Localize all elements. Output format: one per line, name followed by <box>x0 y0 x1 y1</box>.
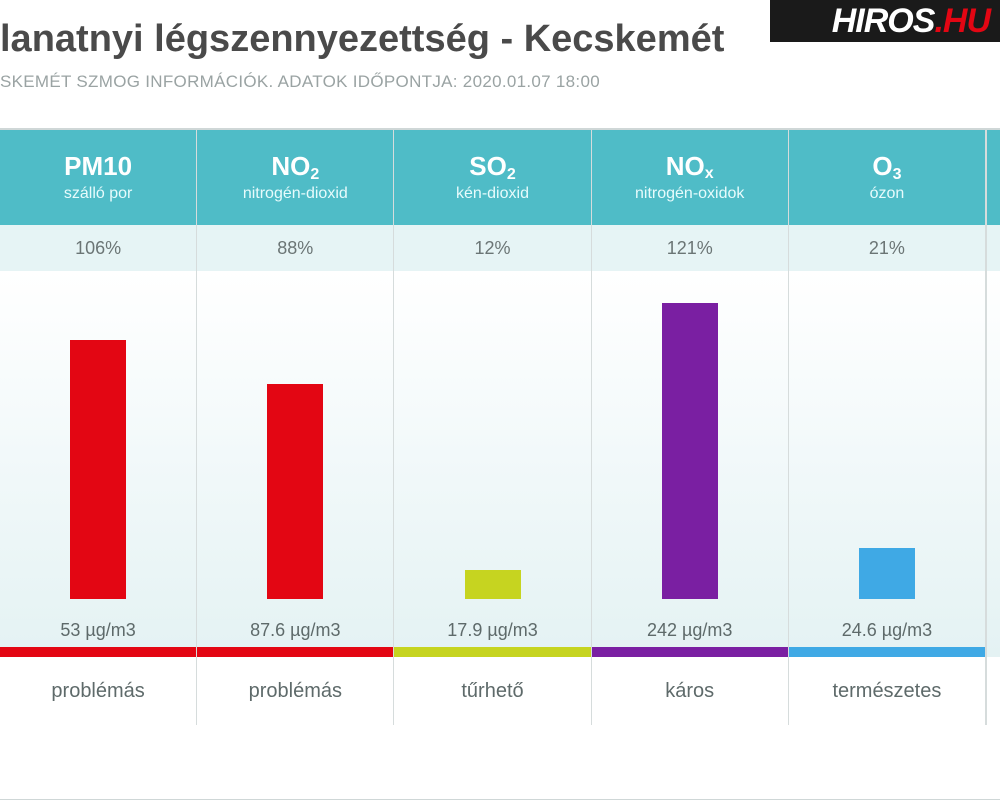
pollutant-underline <box>789 647 985 657</box>
pollutant-header: SO2 kén-dioxid <box>394 130 591 225</box>
pollutant-percent: 12% <box>394 225 591 271</box>
pollutant-value: 242 µg/m3 <box>592 620 788 641</box>
pollutant-code: PM10 <box>64 153 132 179</box>
page-title: lanatnyi légszennyezettség - Kecskemét <box>0 18 724 61</box>
pollutant-percent: 121% <box>592 225 789 271</box>
pollutant-chart-cell: 24.6 µg/m3 <box>789 271 986 657</box>
table-chart-row: 53 µg/m387.6 µg/m317.9 µg/m3242 µg/m324.… <box>0 271 1000 657</box>
pollutant-percent: 88% <box>197 225 394 271</box>
trailing-cutoff-column <box>986 271 1000 657</box>
trailing-cutoff-column <box>986 657 1000 725</box>
pollutant-name: kén-dioxid <box>456 185 529 203</box>
pollutant-code-main: O <box>872 151 892 181</box>
pollutant-header: NO2 nitrogén-dioxid <box>197 130 394 225</box>
pollutant-percent: 21% <box>789 225 986 271</box>
pollutant-code-sub: 3 <box>893 166 902 183</box>
pollutant-underline <box>0 647 196 657</box>
pollutant-underline <box>197 647 393 657</box>
table-status-row: problémásproblémástűrhetőkárostermészete… <box>0 657 1000 725</box>
pollutant-header: NOx nitrogén-oxidok <box>592 130 789 225</box>
pollutant-name: nitrogén-oxidok <box>635 185 744 203</box>
trailing-cutoff-column <box>986 225 1000 271</box>
pollutant-code: NOx <box>666 153 714 179</box>
pollutant-bar <box>465 570 521 599</box>
pollutant-code-main: SO <box>469 151 507 181</box>
pollutant-code-main: NO <box>271 151 310 181</box>
pollutant-bar <box>70 340 126 599</box>
logo-dot: . <box>934 2 942 40</box>
pollutant-chart-cell: 53 µg/m3 <box>0 271 197 657</box>
trailing-cutoff-column <box>986 130 1000 225</box>
pollutant-code-sub: 2 <box>310 166 319 183</box>
table-percent-row: 106%88%12%121%21% <box>0 225 1000 271</box>
pollutant-code: O3 <box>872 153 901 179</box>
pollutant-name: nitrogén-dioxid <box>243 185 348 203</box>
pollutant-status: káros <box>592 657 789 725</box>
pollutant-code-main: PM10 <box>64 151 132 181</box>
pollutant-name: szálló por <box>64 185 132 203</box>
pollutant-code-sub: x <box>705 165 714 182</box>
bar-area <box>789 281 985 599</box>
pollutant-code-main: NO <box>666 151 705 181</box>
logo-text: HIROS.HU <box>832 2 990 41</box>
pollutant-chart-cell: 87.6 µg/m3 <box>197 271 394 657</box>
pollutant-code: SO2 <box>469 153 515 179</box>
pollutant-status: problémás <box>197 657 394 725</box>
table-header-row: PM10szálló porNO2nitrogén-dioxidSO2kén-d… <box>0 130 1000 225</box>
pollutant-chart-cell: 17.9 µg/m3 <box>394 271 591 657</box>
bar-area <box>394 281 590 599</box>
pollution-table: PM10szálló porNO2nitrogén-dioxidSO2kén-d… <box>0 128 1000 800</box>
pollutant-bar <box>662 303 718 599</box>
pollutant-status: természetes <box>789 657 986 725</box>
pollutant-code: NO2 <box>271 153 319 179</box>
bar-area <box>592 281 788 599</box>
pollutant-name: ózon <box>870 185 905 203</box>
logo-part-a: HIROS <box>832 2 935 40</box>
bar-area <box>0 281 196 599</box>
pollutant-bar <box>267 384 323 599</box>
pollutant-header: O3 ózon <box>789 130 986 225</box>
pollutant-status: problémás <box>0 657 197 725</box>
pollutant-header: PM10 szálló por <box>0 130 197 225</box>
pollutant-chart-cell: 242 µg/m3 <box>592 271 789 657</box>
pollutant-value: 24.6 µg/m3 <box>789 620 985 641</box>
pollutant-bar <box>859 548 915 599</box>
air-quality-page: HIROS.HU lanatnyi légszennyezettség - Ke… <box>0 0 1000 800</box>
pollutant-underline <box>592 647 788 657</box>
pollutant-value: 17.9 µg/m3 <box>394 620 590 641</box>
pollutant-percent: 106% <box>0 225 197 271</box>
page-subtitle: SKEMÉT SZMOG INFORMÁCIÓK. ADATOK IDŐPONT… <box>0 72 600 92</box>
logo-part-b: HU <box>943 2 990 40</box>
site-logo[interactable]: HIROS.HU <box>770 0 1000 42</box>
bar-area <box>197 281 393 599</box>
pollutant-status: tűrhető <box>394 657 591 725</box>
pollutant-code-sub: 2 <box>507 166 516 183</box>
pollutant-value: 87.6 µg/m3 <box>197 620 393 641</box>
pollutant-value: 53 µg/m3 <box>0 620 196 641</box>
pollutant-underline <box>394 647 590 657</box>
